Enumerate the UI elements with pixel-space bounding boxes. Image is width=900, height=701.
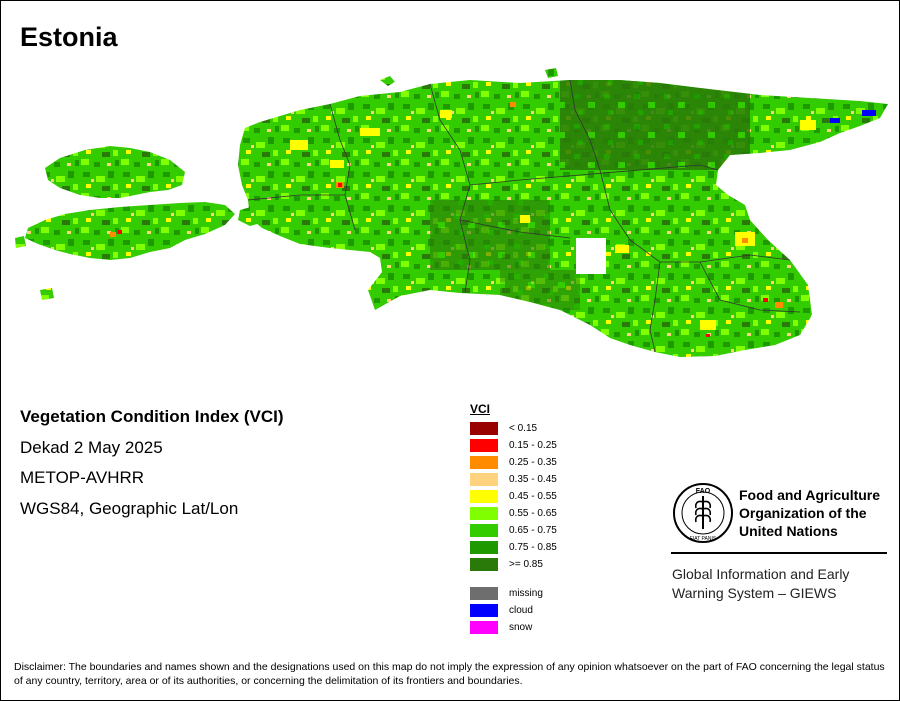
legend-label: < 0.15 [509,423,538,434]
period-label: Dekad 2 May 2025 [20,438,163,457]
legend-label: 0.55 - 0.65 [509,508,557,519]
legend-swatch [470,541,498,554]
legend-swatch [470,524,498,537]
legend-label: 0.65 - 0.75 [509,525,557,536]
legend-label: snow [509,622,533,633]
land-surface [15,68,888,357]
legend-label: >= 0.85 [509,559,543,570]
org-name-line: Food and Agriculture [739,487,881,503]
disclaimer: Disclaimer: The boundaries and names sho… [14,661,885,687]
legend-label: 0.25 - 0.35 [509,457,557,468]
giews-line: Warning System – GIEWS [672,585,837,601]
logo-motto: FIAT PANIS [690,536,717,542]
fao-logo-icon: FAO FIAT PANIS [673,483,733,543]
legend-label: 0.75 - 0.85 [509,542,557,553]
legend-swatch [470,507,498,520]
legend-swatch [470,604,498,617]
giews-line: Global Information and Early [672,566,850,582]
legend-swatch [470,587,498,600]
index-name: Vegetation Condition Index (VCI) [20,407,284,426]
organization-name: Food and Agriculture Organization of the… [739,486,899,540]
legend-swatch [470,621,498,634]
legend-swatch [470,473,498,486]
legend-swatch [470,456,498,469]
legend-label: 0.15 - 0.25 [509,440,557,451]
vci-map [15,68,888,357]
county-boundaries [247,79,801,353]
projection-label: WGS84, Geographic Lat/Lon [20,499,239,518]
map-title: Estonia [20,22,118,52]
legend-swatch [470,422,498,435]
legend-label: 0.45 - 0.55 [509,491,557,502]
legend-swatch [470,558,498,571]
legend-label: cloud [509,605,533,616]
legend-label: 0.35 - 0.45 [509,474,557,485]
legend-swatch [470,490,498,503]
sensor-label: METOP-AVHRR [20,468,145,487]
giews-label: Global Information and Early Warning Sys… [672,565,892,603]
legend-title: VCI [470,402,491,416]
org-name-line: Organization of the [739,505,867,521]
divider [671,552,887,554]
legend-label: missing [509,588,543,599]
legend-swatch [470,439,498,452]
org-name-line: United Nations [739,523,838,539]
logo-acronym: FAO [696,488,711,495]
